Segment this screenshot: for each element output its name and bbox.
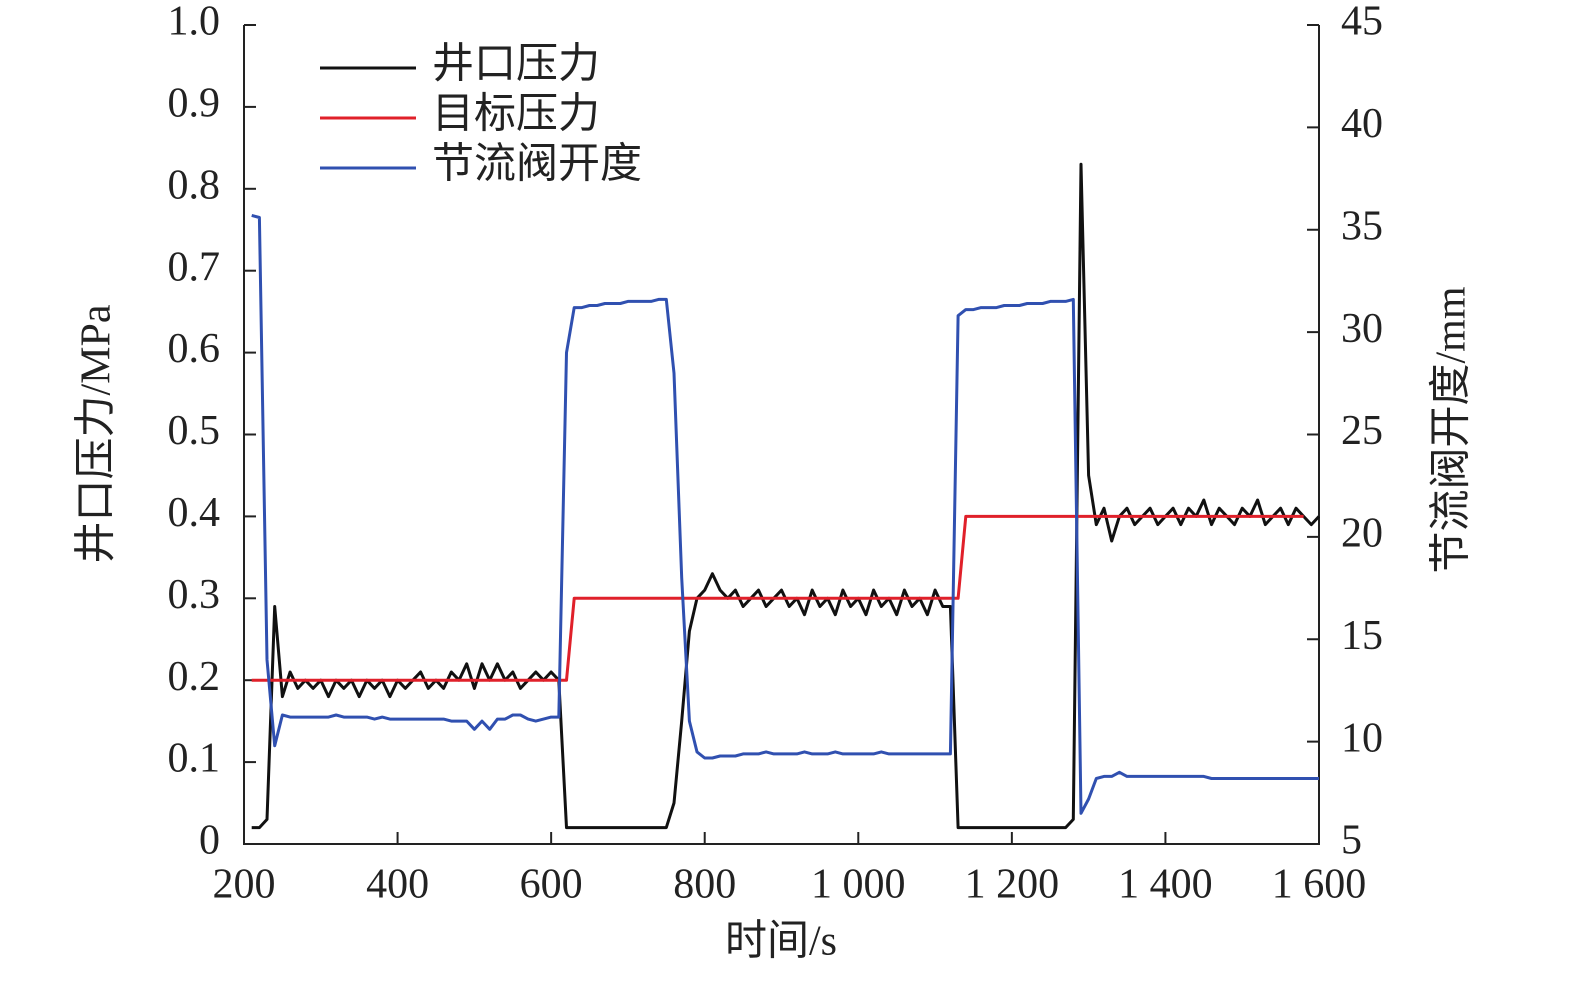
y-tick-label: 0.3: [168, 572, 221, 618]
x-tick-label: 1 600: [1272, 862, 1367, 908]
x-tick-label: 1 400: [1118, 862, 1213, 908]
data-line: [251, 162, 1321, 830]
x-tick-label: 1 000: [811, 862, 906, 908]
x-tick-label: 1 200: [965, 862, 1060, 908]
legend-label: 目标压力: [432, 92, 600, 138]
y-tick-label: 0.2: [168, 654, 221, 700]
y-tick-label: 0.9: [168, 81, 221, 127]
y-axis-label: 井口压力/MPa: [74, 304, 120, 563]
y2-tick-label: 5: [1341, 818, 1362, 864]
y2-axis-label: 节流阀开度/mm: [1429, 286, 1475, 573]
x-tick-label: 400: [366, 862, 429, 908]
y2-tick-label: 20: [1341, 511, 1383, 557]
legend-label: 节流阀开度: [432, 142, 642, 188]
y2-tick-label: 30: [1341, 306, 1383, 352]
y-tick-label: 0.1: [168, 736, 221, 782]
y-tick-label: 0.7: [168, 244, 221, 290]
data-line: [251, 514, 1304, 682]
y2-tick-label: 10: [1341, 715, 1383, 761]
y-tick-label: 1.0: [168, 0, 221, 45]
y-tick-label: 0.6: [168, 326, 221, 372]
y-tick-label: 0.4: [168, 490, 221, 536]
y2-tick-label: 40: [1341, 101, 1383, 147]
legend-label: 井口压力: [432, 42, 600, 88]
x-tick-label: 200: [213, 862, 276, 908]
x-tick-label: 800: [673, 862, 736, 908]
y-tick-label: 0.8: [168, 162, 221, 208]
y2-tick-label: 45: [1341, 0, 1383, 45]
x-axis-label: 时间/s: [725, 919, 837, 965]
y-tick-label: 0: [199, 818, 220, 864]
y2-tick-label: 35: [1341, 203, 1383, 249]
x-tick-label: 600: [520, 862, 583, 908]
y2-tick-label: 25: [1341, 408, 1383, 454]
data-line: [251, 213, 1319, 815]
y2-tick-label: 15: [1341, 613, 1383, 659]
y-tick-label: 0.5: [168, 408, 221, 454]
